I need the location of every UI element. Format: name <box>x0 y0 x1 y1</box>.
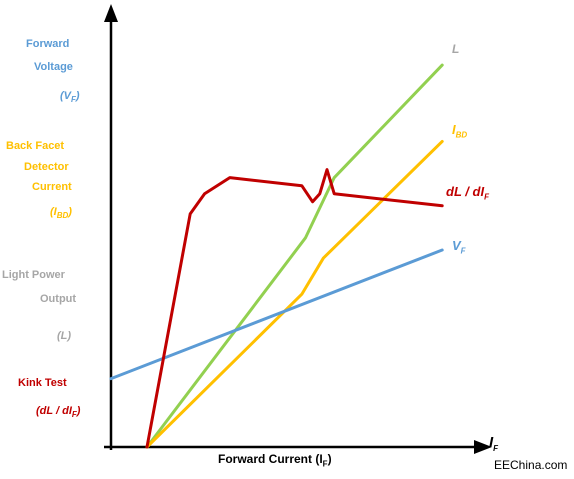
vf-label-line1: Forward <box>26 38 70 50</box>
vf-label-symbol: (VF) <box>60 90 80 105</box>
curve-label-vf: VF <box>452 238 466 256</box>
l-label-line2: Output <box>40 293 77 305</box>
ibd-label-line3: Current <box>32 181 72 193</box>
l-label-symbol: (L) <box>57 330 72 342</box>
curve-label-l: L <box>452 42 460 56</box>
y-axis-arrow <box>104 4 118 22</box>
l-label-line1: Light Power <box>2 269 65 281</box>
curve-label-ibd: IBD <box>452 122 468 140</box>
series-kink-line <box>145 168 444 449</box>
kink-label-symbol: (dL / dIF) <box>36 405 81 420</box>
vf-label-line2: Voltage <box>34 61 73 73</box>
kink-label-line1: Kink Test <box>18 377 67 389</box>
series-l-line <box>145 63 444 449</box>
x-axis-end-label: IF <box>489 434 499 453</box>
x-axis-title: Forward Current (IF) <box>218 452 332 469</box>
ibd-label-line1: Back Facet <box>6 140 65 152</box>
series-vf-line <box>109 248 444 381</box>
watermark: EEChina.com <box>494 458 568 472</box>
x-axis-arrow <box>474 440 492 454</box>
series-ibd-line <box>145 139 444 449</box>
curve-label-kink: dL / dIF <box>446 184 489 202</box>
ibd-label-line2: Detector <box>24 161 69 173</box>
ibd-label-symbol: (IBD) <box>50 206 72 221</box>
